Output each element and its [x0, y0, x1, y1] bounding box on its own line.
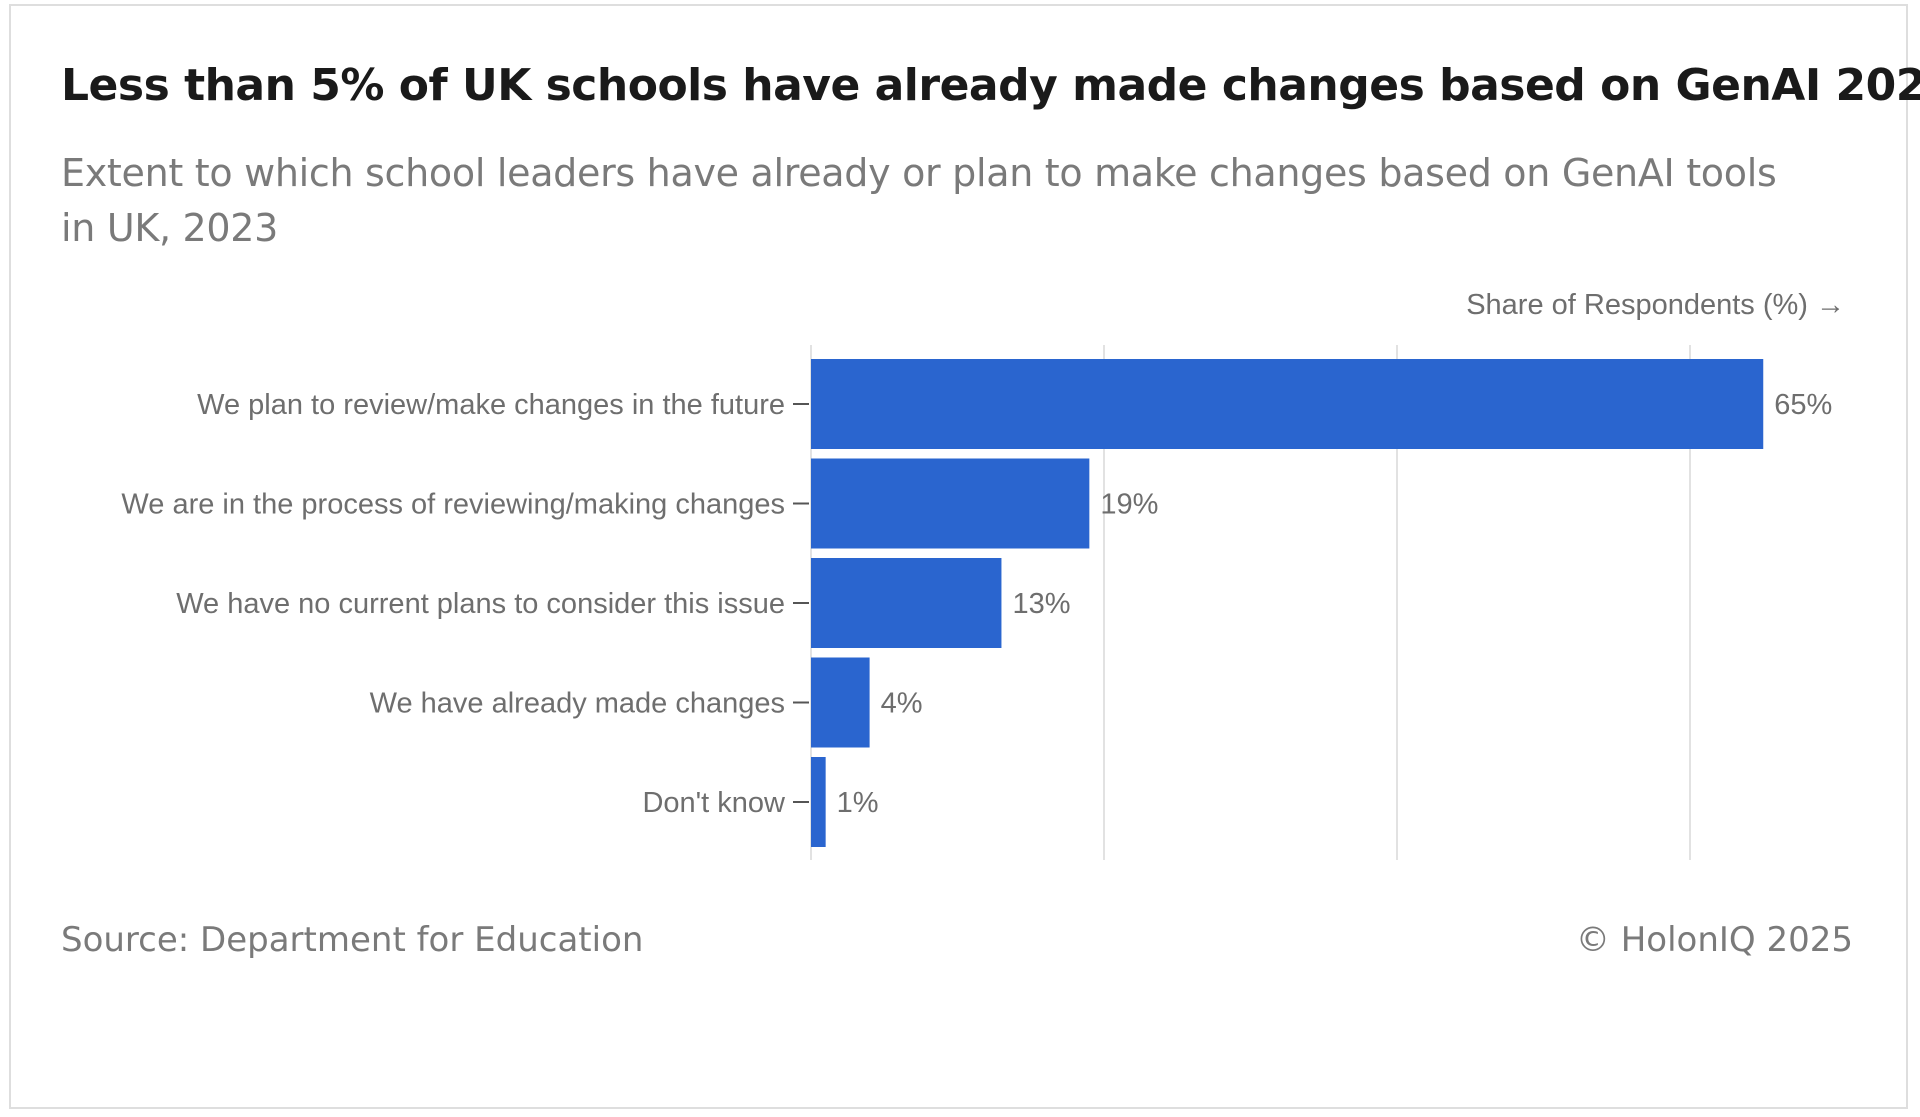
- bar: [811, 657, 870, 748]
- bar: [811, 757, 826, 847]
- chart-card: [9, 4, 1908, 1109]
- bars: We plan to review/make changes in the fu…: [121, 359, 1832, 847]
- category-label: We have already made changes: [370, 688, 785, 720]
- category-label: We plan to review/make changes in the fu…: [197, 389, 785, 421]
- source-note: Source: Department for Education: [61, 920, 644, 960]
- category-label: Don't know: [642, 787, 786, 819]
- bar: [811, 558, 1002, 648]
- bar: [811, 458, 1090, 549]
- chart-title: Less than 5% of UK schools have already …: [61, 60, 1920, 111]
- copyright-note: © HolonIQ 2025: [1575, 920, 1853, 960]
- value-label: 13%: [1012, 588, 1070, 620]
- value-label: 65%: [1774, 389, 1832, 421]
- x-axis-label: Share of Respondents (%) →: [1466, 289, 1845, 321]
- bar: [811, 359, 1764, 449]
- category-label: We have no current plans to consider thi…: [176, 588, 785, 620]
- value-label: 19%: [1100, 489, 1158, 521]
- chart-subtitle: Extent to which school leaders have alre…: [61, 151, 1777, 250]
- value-label: 1%: [837, 787, 879, 819]
- category-label: We are in the process of reviewing/makin…: [121, 489, 785, 521]
- value-label: 4%: [881, 688, 923, 720]
